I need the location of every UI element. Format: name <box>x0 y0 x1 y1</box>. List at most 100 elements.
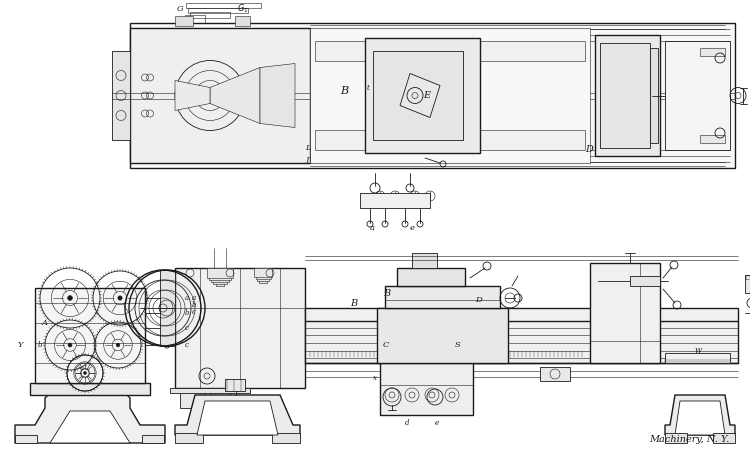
Bar <box>600 43 650 148</box>
Text: B: B <box>350 299 357 308</box>
Bar <box>665 433 687 443</box>
Text: e: e <box>435 419 439 427</box>
Bar <box>210 388 230 408</box>
Text: a: a <box>185 294 189 302</box>
Text: Machinery, N. Y.: Machinery, N. Y. <box>650 434 730 443</box>
Bar <box>35 288 145 383</box>
Text: B: B <box>340 86 348 96</box>
Bar <box>142 435 164 443</box>
Bar <box>259 268 267 283</box>
Circle shape <box>68 296 73 300</box>
Bar <box>305 308 738 363</box>
Polygon shape <box>175 395 300 435</box>
Bar <box>315 41 585 61</box>
Polygon shape <box>175 81 210 111</box>
Bar <box>180 388 205 408</box>
Text: I: I <box>234 390 236 398</box>
Bar <box>225 379 245 391</box>
Text: B: B <box>383 289 390 298</box>
Text: c: c <box>185 341 189 349</box>
Text: b: b <box>38 341 43 349</box>
Text: C: C <box>383 341 389 349</box>
Text: b: b <box>192 301 196 309</box>
Text: A: A <box>42 319 48 327</box>
Text: $G_1$: $G_1$ <box>237 3 248 15</box>
Text: D: D <box>585 145 592 154</box>
Bar <box>745 275 750 293</box>
Bar <box>256 268 271 279</box>
Bar <box>380 363 473 415</box>
Text: Y: Y <box>18 341 23 349</box>
Circle shape <box>83 371 86 375</box>
Bar <box>272 433 300 443</box>
Text: W: W <box>695 347 702 355</box>
Text: L: L <box>305 144 310 152</box>
Text: x: x <box>373 374 377 382</box>
Bar <box>590 263 660 363</box>
Bar <box>112 51 130 140</box>
Polygon shape <box>197 401 278 435</box>
Bar <box>397 268 465 286</box>
Bar <box>130 23 735 168</box>
Bar <box>665 353 730 363</box>
Bar <box>160 270 175 346</box>
Bar <box>650 48 658 143</box>
Bar <box>190 12 230 18</box>
Circle shape <box>116 343 120 347</box>
Bar <box>185 15 205 23</box>
Bar <box>365 38 480 153</box>
Polygon shape <box>15 393 165 443</box>
Bar <box>412 253 437 268</box>
Circle shape <box>68 343 72 347</box>
Bar <box>540 367 570 381</box>
Bar <box>315 130 585 150</box>
Bar <box>216 268 224 286</box>
Bar <box>665 41 730 150</box>
Text: c: c <box>192 308 196 316</box>
Bar <box>700 48 725 56</box>
Text: E: E <box>423 91 430 100</box>
Text: J: J <box>305 156 308 164</box>
Bar <box>175 433 203 443</box>
Polygon shape <box>260 63 295 127</box>
Bar <box>235 16 250 26</box>
Bar <box>209 268 231 280</box>
Text: D: D <box>475 296 482 304</box>
Text: t: t <box>367 83 370 92</box>
Bar <box>595 35 660 156</box>
Polygon shape <box>400 73 440 117</box>
Bar <box>385 286 500 308</box>
Text: C: C <box>745 274 750 282</box>
Bar <box>30 383 150 395</box>
Polygon shape <box>170 388 250 393</box>
Text: b: b <box>185 309 190 317</box>
Text: S: S <box>455 341 460 349</box>
Bar <box>213 268 227 284</box>
Bar <box>15 435 37 443</box>
Bar <box>130 28 310 163</box>
Bar <box>257 268 269 281</box>
Polygon shape <box>210 67 260 124</box>
Bar <box>630 276 660 286</box>
Polygon shape <box>50 411 130 443</box>
Bar <box>175 268 305 388</box>
Text: G: G <box>177 5 184 13</box>
Bar <box>211 268 229 282</box>
Polygon shape <box>665 395 735 435</box>
Text: a: a <box>370 224 375 232</box>
Bar <box>373 51 463 140</box>
Bar <box>254 268 272 277</box>
Polygon shape <box>675 401 725 435</box>
Bar <box>186 3 261 8</box>
Bar <box>175 16 193 26</box>
Bar <box>207 268 233 278</box>
Text: d: d <box>405 419 410 427</box>
Text: e: e <box>410 224 415 232</box>
Bar <box>360 193 430 208</box>
Text: c: c <box>185 324 189 332</box>
Circle shape <box>118 296 122 300</box>
Bar <box>310 28 590 163</box>
Bar <box>377 308 508 363</box>
Bar <box>188 8 248 13</box>
Bar <box>700 135 725 143</box>
